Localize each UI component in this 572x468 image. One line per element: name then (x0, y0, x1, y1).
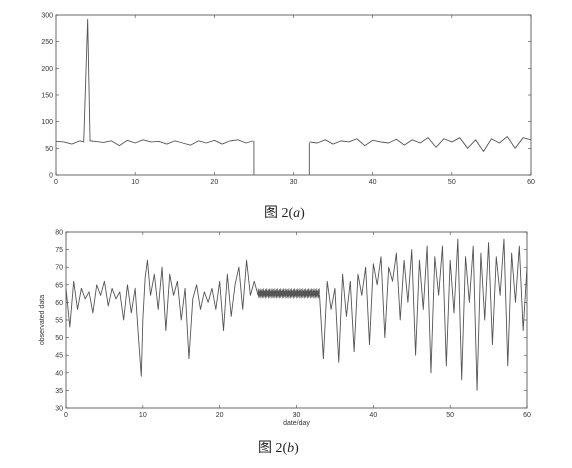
plot-frame (65, 231, 528, 409)
y-tick-label: 60 (55, 300, 63, 307)
y-tick-label: 150 (41, 93, 53, 100)
y-tick-label: 50 (55, 335, 63, 342)
y-tick-label: 70 (55, 265, 63, 272)
series-line (65, 259, 259, 377)
y-tick-label: 45 (55, 353, 63, 360)
y-tick-label: 80 (55, 230, 63, 237)
y-tick-label: 0 (49, 173, 53, 180)
x-tick-label: 50 (448, 179, 456, 186)
x-tick-label: 40 (369, 179, 377, 186)
caption-b-var: b (287, 441, 294, 456)
x-tick-label: 0 (64, 412, 68, 419)
y-axis-label: observated data (39, 295, 46, 345)
caption-a-prefix: 图 2( (264, 206, 293, 221)
x-tick-label: 30 (293, 412, 301, 419)
series-line (55, 18, 254, 147)
y-tick-label: 75 (55, 247, 63, 254)
x-tick-label: 20 (216, 412, 224, 419)
y-tick-label: 40 (55, 370, 63, 377)
chart-panel-a: 0 10 20 30 40 50 60 0 50 100 150 200 250 300 (41, 13, 535, 187)
x-tick-label: 20 (210, 179, 218, 186)
caption-a: 图 2(a) (264, 206, 305, 221)
series-line (319, 238, 528, 391)
x-tick-label: 30 (290, 179, 298, 186)
y-tick-label: 100 (41, 119, 53, 126)
caption-b: 图 2(b) (258, 441, 299, 456)
y-tick-label: 300 (41, 13, 53, 20)
x-tick-label: 10 (131, 179, 139, 186)
x-axis-label: date/day (283, 420, 310, 427)
plot-frame (55, 14, 532, 176)
y-tick-label: 55 (55, 318, 63, 325)
series-line (309, 136, 532, 152)
y-tick-label: 35 (55, 388, 63, 395)
x-tick-label: 60 (523, 412, 531, 419)
y-tick-label: 50 (45, 146, 53, 153)
x-tick-label: 40 (369, 412, 377, 419)
x-tick-label: 0 (54, 179, 58, 186)
caption-a-var: a (293, 206, 300, 221)
caption-b-prefix: 图 2( (258, 441, 287, 456)
caption-b-suffix: ) (294, 441, 299, 456)
y-tick-label: 30 (55, 406, 63, 413)
x-tick-label: 10 (139, 412, 147, 419)
chart-panel-b: 0 10 20 30 40 50 60 30 35 40 45 50 55 60 65 70 75 80 date/… (39, 230, 531, 428)
y-tick-label: 65 (55, 282, 63, 289)
x-tick-label: 50 (446, 412, 454, 419)
y-tick-label: 250 (41, 39, 53, 46)
caption-a-suffix: ) (300, 206, 305, 221)
noise-band (257, 288, 320, 299)
x-tick-label: 60 (527, 179, 535, 186)
y-tick-label: 200 (41, 66, 53, 73)
